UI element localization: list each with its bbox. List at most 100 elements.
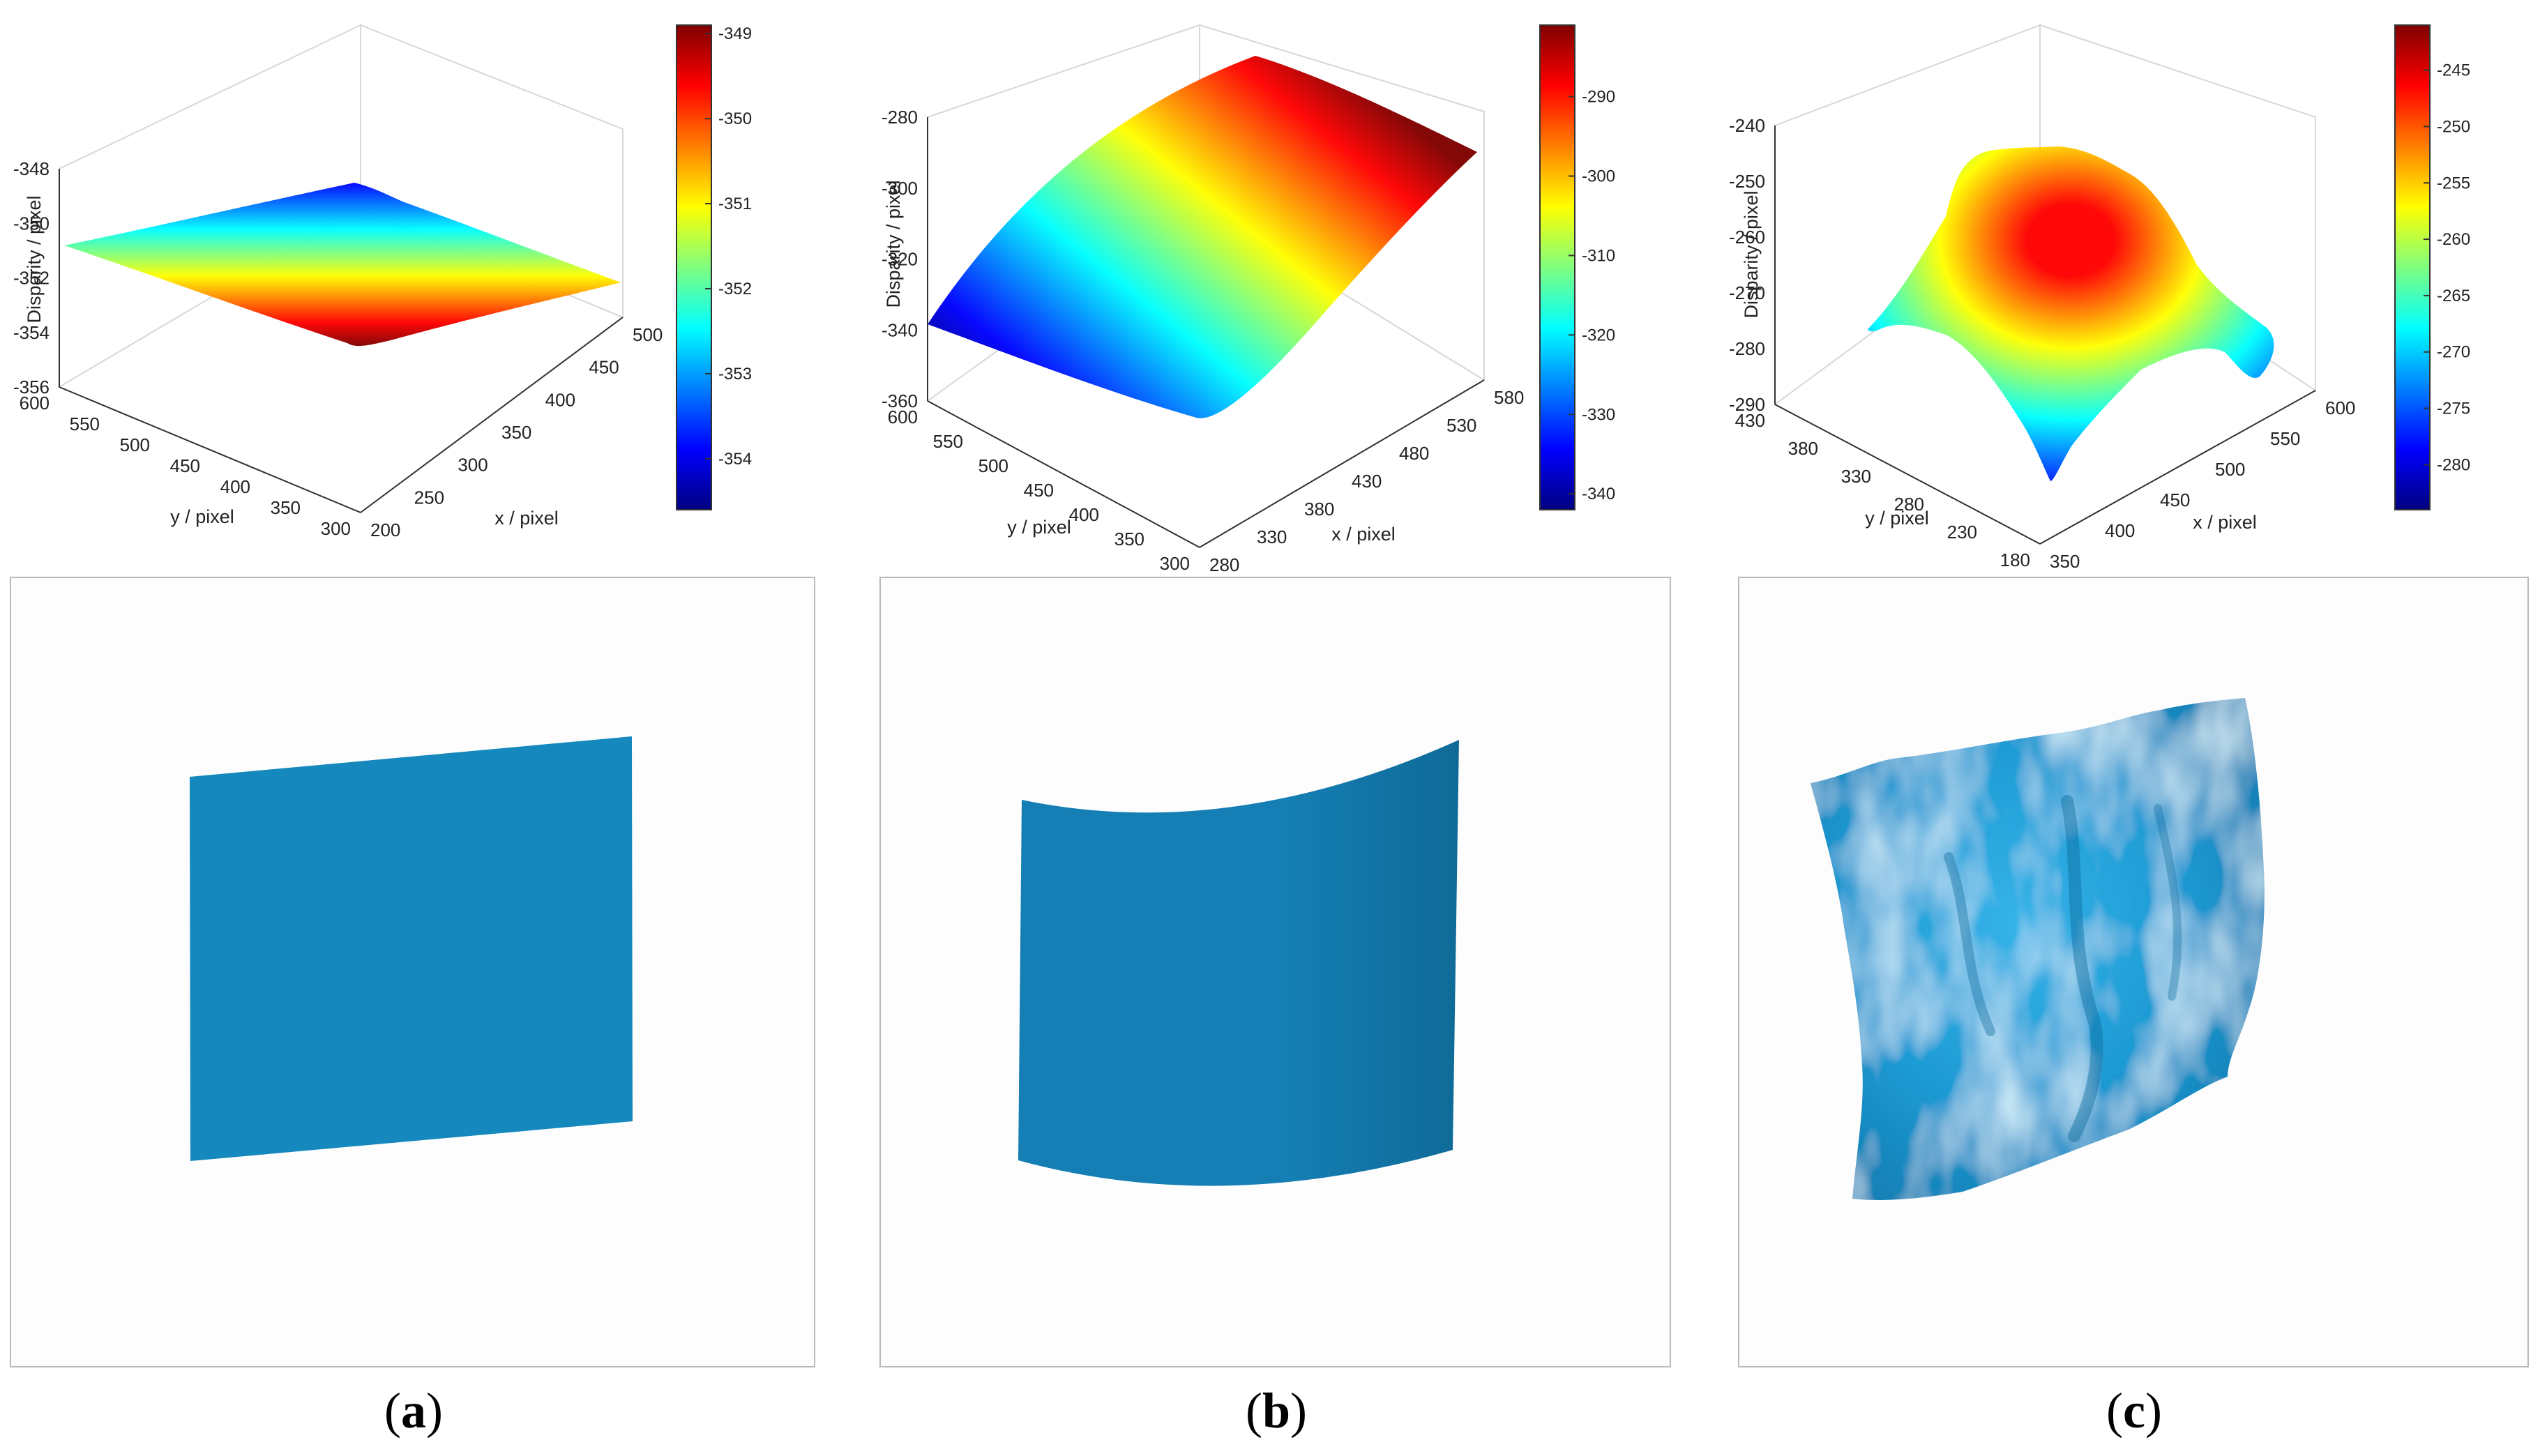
z-tick-label: -250 — [1729, 171, 1765, 192]
x-tick-label: 600 — [2325, 397, 2355, 418]
render-a-svg — [190, 736, 633, 1161]
rendered-irregular-surface — [1811, 698, 2265, 1200]
y-tick-label: 400 — [1069, 504, 1099, 525]
z-tick-label: -352 — [13, 268, 50, 289]
colorbar — [2394, 24, 2431, 510]
colorbar-tick-label: -265 — [2437, 287, 2470, 305]
y-axis-line — [59, 386, 361, 513]
y-tick-label: 550 — [70, 414, 100, 434]
z-tick-label: -260 — [1729, 227, 1765, 248]
x-tick-label: 500 — [2215, 459, 2245, 480]
x-tick-label: 550 — [2270, 428, 2300, 449]
x-axis-line — [2039, 390, 2316, 545]
x-tick-label: 330 — [1257, 526, 1287, 547]
render-panel-b — [879, 577, 1671, 1367]
caption-letter: b — [1262, 1383, 1291, 1439]
y-tick-label: 450 — [170, 455, 200, 476]
rendered-cylindrical-surface — [1018, 740, 1459, 1186]
surface-c — [1868, 146, 2274, 481]
colorbar-tick-label: -275 — [2437, 400, 2470, 418]
z-tick-label: -360 — [882, 390, 918, 411]
x-tick-label: 350 — [501, 422, 531, 443]
colorbar-tick-label: -351 — [718, 195, 752, 213]
surface-fold-shadow — [2061, 795, 2103, 1142]
x-tick-label: 450 — [2160, 490, 2190, 510]
caption-c: (c) — [2106, 1383, 2162, 1439]
colorbar-tick-label: -260 — [2437, 230, 2470, 249]
colorbar-tick-label: -349 — [718, 24, 752, 43]
y-axis-line — [927, 400, 1200, 548]
y-tick-label: 450 — [1024, 480, 1054, 501]
z-tick-label: -280 — [1729, 338, 1765, 359]
x-tick-label: 430 — [1352, 471, 1382, 492]
y-axis-label: y / pixel — [1007, 517, 1071, 538]
x-tick-label: 380 — [1304, 499, 1334, 520]
x-tick-label: 580 — [1494, 387, 1524, 408]
surface-fold-shadow — [1944, 852, 1995, 1036]
x-tick-label: 400 — [545, 389, 575, 410]
x-axis-label: x / pixel — [2193, 512, 2257, 533]
y-axis-label: y / pixel — [170, 506, 234, 527]
z-tick-label: -240 — [1729, 115, 1765, 136]
x-tick-label: 250 — [414, 487, 444, 508]
colorbar-tick-label: -320 — [1582, 326, 1615, 344]
z-tick-label: -350 — [13, 213, 50, 234]
colorbar — [676, 24, 712, 510]
y-tick-label: 600 — [888, 407, 918, 427]
y-tick-label: 350 — [271, 497, 301, 518]
y-tick-label: 350 — [1114, 529, 1144, 549]
x-tick-label: 480 — [1399, 443, 1429, 464]
z-tick-label: -320 — [882, 249, 918, 270]
surface-plot-a: -348 -350 -352 -354 -356 200 250 300 350 400 450 50… — [13, 24, 752, 540]
x-tick-label: 350 — [2050, 551, 2080, 572]
colorbar-tick-label: -255 — [2437, 174, 2470, 192]
surface-a — [64, 183, 621, 347]
surface-plot-c: -240 -250 -260 -270 -280 -290 350 400 450 500 550 6… — [1729, 24, 2470, 572]
y-axis-line — [1774, 404, 2041, 545]
colorbar-tick-label: -290 — [1582, 88, 1615, 107]
colorbar-tick-label: -353 — [718, 365, 752, 384]
z-tick-label: -280 — [882, 107, 918, 128]
x-axis-line — [360, 317, 623, 513]
colorbar-tick-label: -270 — [2437, 343, 2470, 362]
colorbar-tick-label: -340 — [1582, 485, 1615, 503]
y-tick-label: 500 — [120, 434, 150, 455]
colorbar — [1539, 24, 1575, 510]
x-tick-label: 500 — [633, 324, 663, 345]
colorbar-tick-label: -250 — [2437, 117, 2470, 136]
z-tick-label: -356 — [13, 377, 50, 397]
y-tick-label: 230 — [1947, 522, 1977, 543]
z-tick-label: -340 — [882, 319, 918, 340]
x-tick-label: 530 — [1446, 415, 1476, 436]
y-tick-label: 430 — [1735, 410, 1765, 431]
y-tick-label: 300 — [1160, 553, 1190, 572]
y-tick-label: 380 — [1788, 438, 1818, 459]
z-tick-label: -354 — [13, 322, 50, 343]
x-tick-label: 200 — [370, 520, 400, 540]
x-axis-label: x / pixel — [494, 508, 559, 529]
x-tick-label: 450 — [589, 357, 619, 378]
y-tick-label: 400 — [220, 476, 250, 497]
colorbar-tick-label: -354 — [718, 450, 752, 469]
x-tick-label: 300 — [458, 455, 488, 476]
colorbar-tick-label: -300 — [1582, 167, 1615, 185]
render-c-svg — [1811, 698, 2265, 1200]
y-tick-label: 180 — [2000, 549, 2030, 570]
z-axis-label: Disparity / pixel — [24, 195, 45, 323]
surface-fold-shadow — [2154, 804, 2182, 1001]
y-tick-label: 300 — [321, 518, 351, 539]
caption-a: (a) — [384, 1383, 443, 1439]
x-axis-line — [1199, 379, 1485, 548]
y-tick-label: 280 — [1894, 494, 1924, 515]
colorbar-tick-label: -352 — [718, 280, 752, 298]
surface-b — [928, 56, 1477, 418]
z-tick-label: -270 — [1729, 282, 1765, 303]
colorbar-tick-label: -245 — [2437, 61, 2470, 80]
render-panel-c — [1738, 577, 2529, 1367]
surface-plots-svg: -348 -350 -352 -354 -356 200 250 300 350 400 450 50… — [13, 24, 2470, 572]
render-panel-a — [10, 577, 815, 1367]
colorbar-tick-label: -280 — [2437, 455, 2470, 474]
x-tick-label: 280 — [1209, 554, 1239, 572]
z-axis-label: Disparity / pixel — [883, 180, 904, 308]
